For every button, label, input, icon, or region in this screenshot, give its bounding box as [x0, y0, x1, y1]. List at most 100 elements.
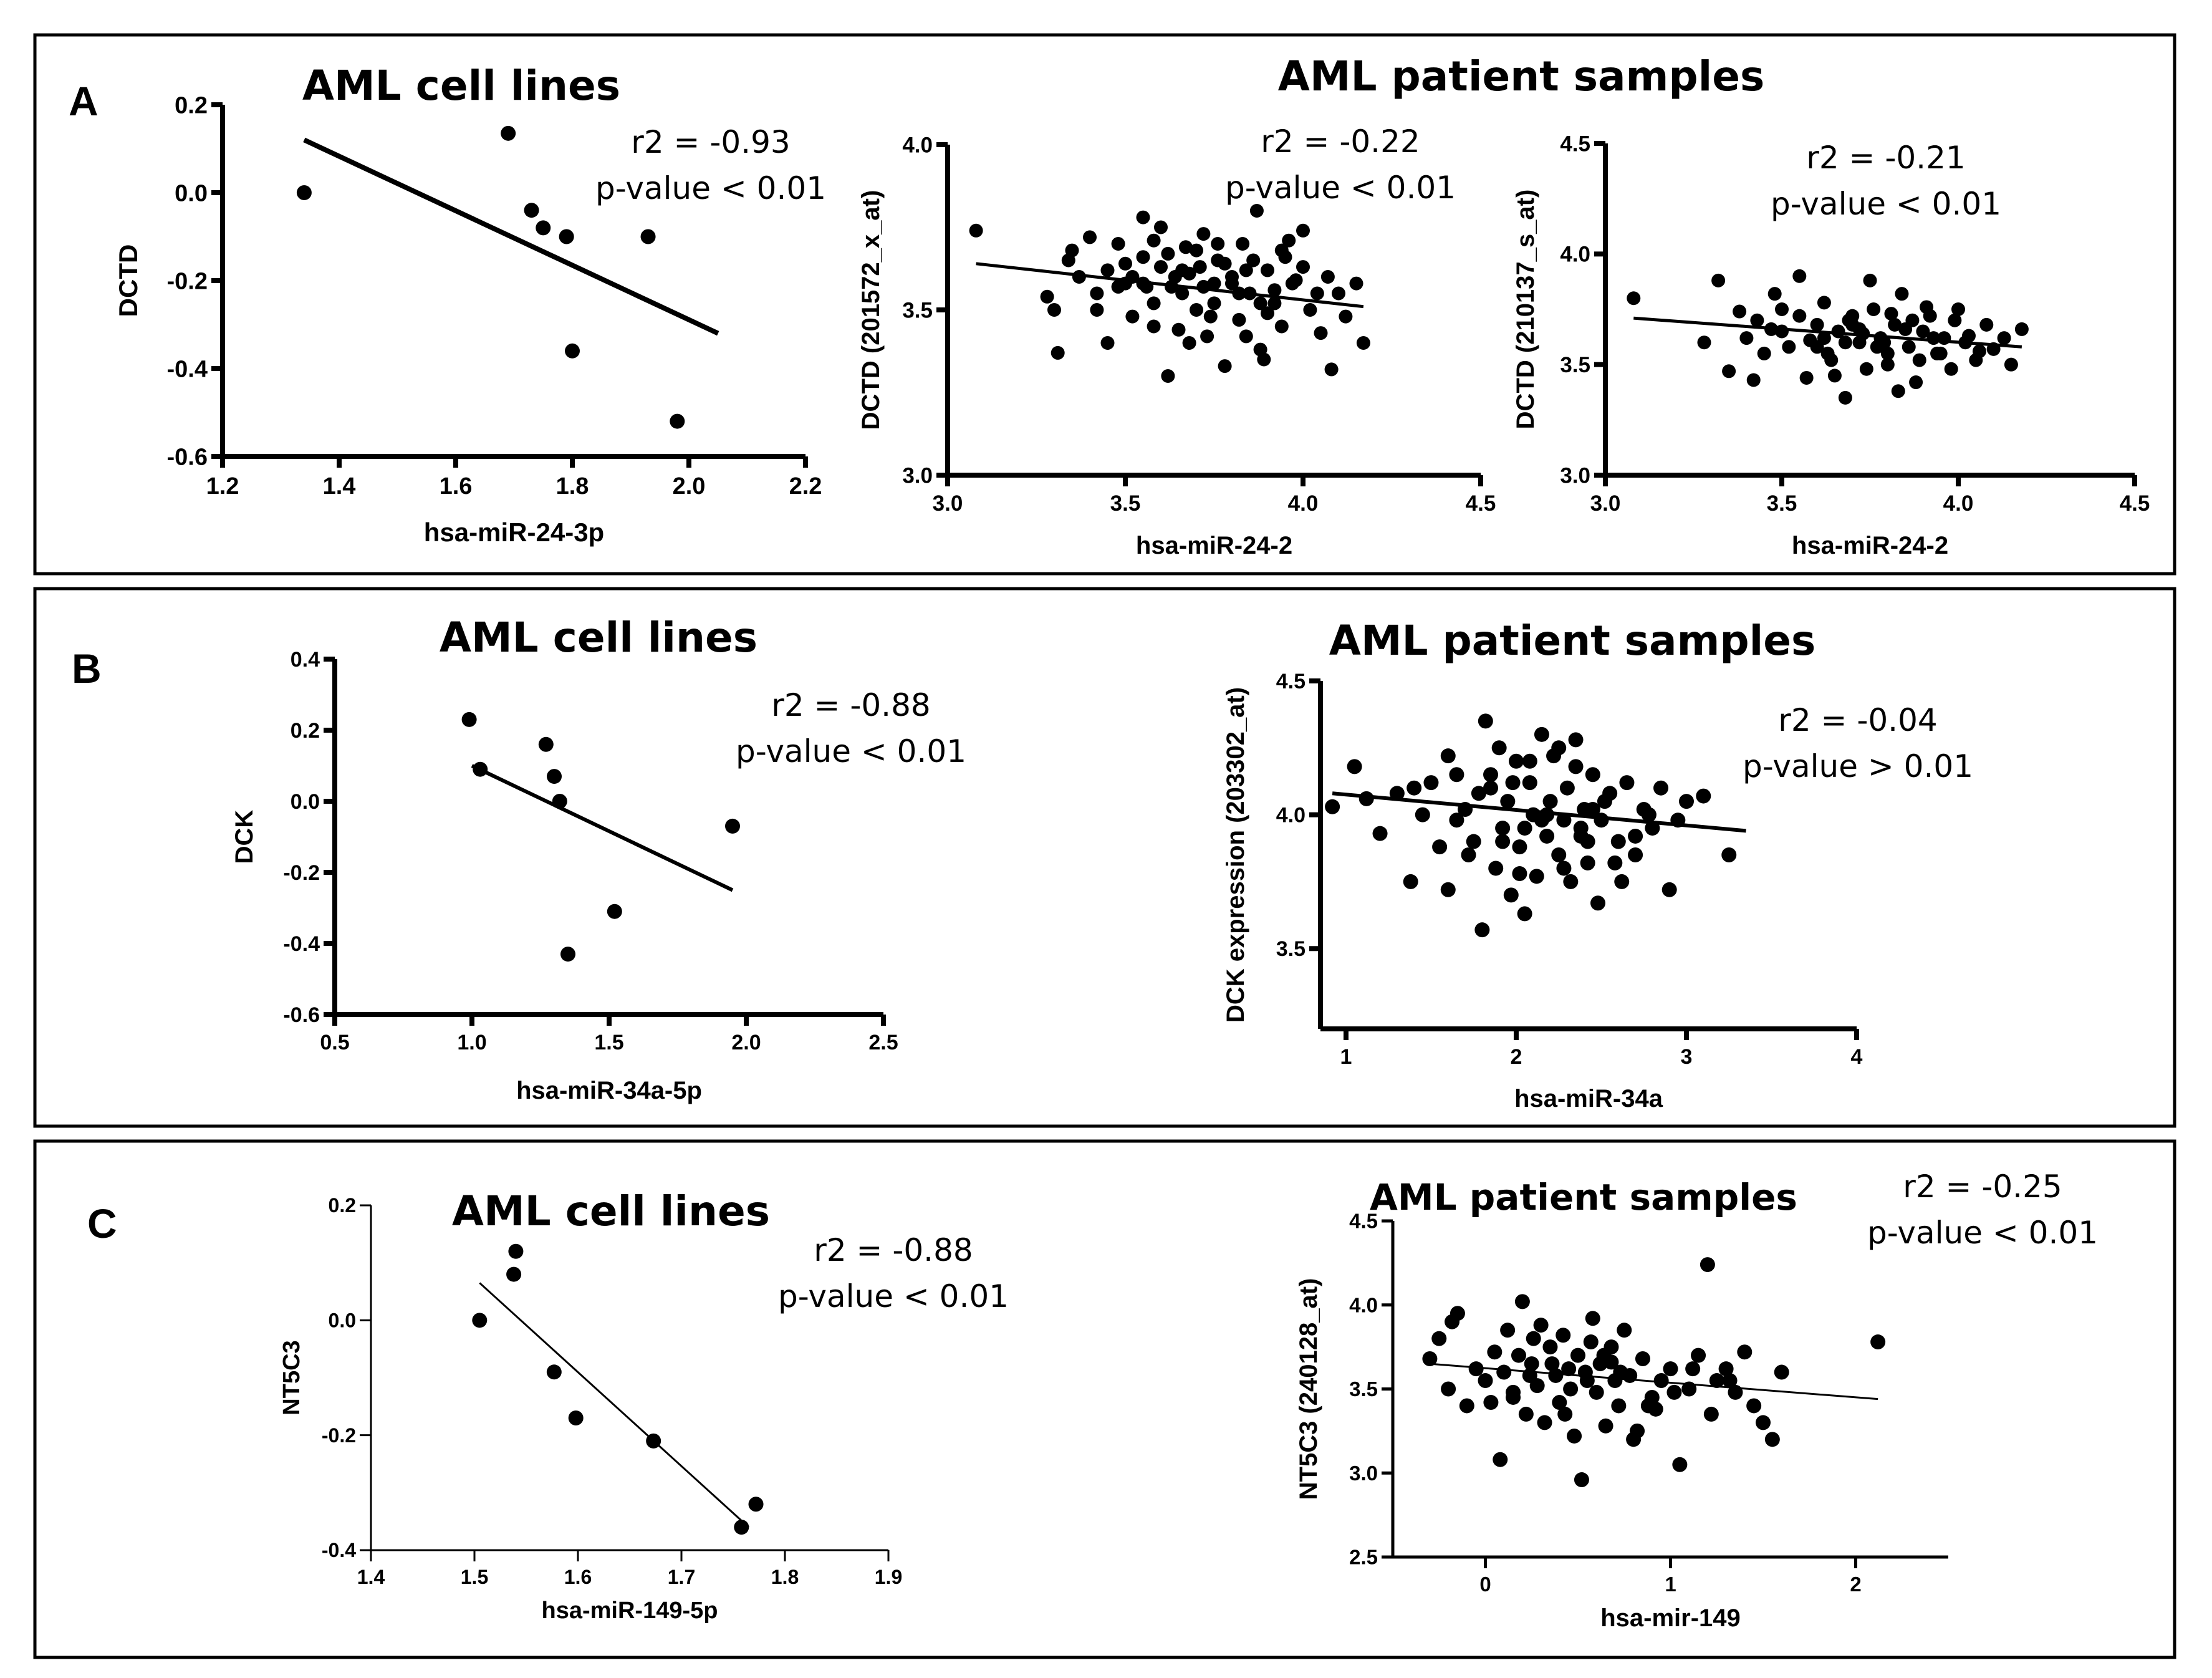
data-point — [1880, 346, 1895, 360]
y-tick-label: 4.0 — [1276, 804, 1306, 827]
data-point — [1203, 309, 1218, 324]
data-point — [1522, 775, 1537, 791]
data-points — [296, 125, 685, 429]
data-point — [1136, 210, 1150, 224]
plot: 0.5 1.0 1.5 2.0 2.5 0.4 0.2 0.0 -0.2 -0.4 -0.6 hsa-… — [231, 614, 966, 1104]
data-point — [508, 1243, 524, 1259]
data-point — [1627, 291, 1641, 306]
data-point — [296, 185, 312, 200]
data-point — [1512, 866, 1527, 882]
data-point — [1196, 227, 1211, 241]
plot-heading: AML cell lines — [440, 614, 757, 662]
data-point — [1944, 362, 1958, 376]
data-point — [1289, 273, 1303, 287]
stat-annotation: p-value < 0.01 — [1771, 186, 2001, 222]
panel-c: C 1.4 1.5 1.6 1.7 1.8 1.9 0.2 0.0 -0.2 -0.4 hsa-miR… — [33, 1139, 2176, 1659]
data-point — [1495, 834, 1511, 849]
data-point — [1568, 759, 1584, 774]
y-axis-label: NT5C3 (240128_at) — [1295, 1278, 1322, 1500]
data-point — [1267, 296, 1282, 311]
data-point — [1561, 1361, 1577, 1377]
data-point — [1423, 775, 1439, 791]
data-point — [1556, 861, 1572, 876]
y-tick-label: -0.2 — [283, 861, 320, 885]
data-point — [1047, 303, 1061, 317]
data-point — [1653, 780, 1669, 796]
data-point — [1926, 331, 1941, 345]
data-point — [1852, 322, 1867, 336]
data-point — [1775, 302, 1789, 316]
x-tick-label: 1.8 — [771, 1566, 799, 1588]
data-point — [1661, 882, 1677, 897]
data-point — [524, 203, 539, 218]
data-point — [1471, 786, 1486, 801]
data-point — [1518, 1406, 1534, 1422]
data-point — [1100, 263, 1115, 277]
x-tick-label: 1.5 — [461, 1566, 488, 1588]
data-point — [1415, 807, 1430, 822]
data-point — [1483, 1395, 1499, 1410]
data-point — [1432, 839, 1448, 855]
data-point — [1838, 390, 1852, 405]
data-point — [1249, 204, 1264, 218]
y-tick-label: -0.6 — [283, 1003, 320, 1027]
stat-annotation: p-value < 0.01 — [595, 170, 826, 206]
data-point — [559, 229, 574, 244]
data-point — [1614, 874, 1630, 889]
data-point — [501, 125, 516, 141]
x-tick-label: 4.0 — [1943, 491, 1974, 516]
x-tick-label: 3.5 — [1767, 491, 1797, 516]
data-point — [1403, 874, 1418, 889]
data-point — [1810, 317, 1824, 332]
x-tick-label: 1.7 — [668, 1566, 695, 1588]
data-point — [1178, 240, 1193, 254]
regression-line — [1633, 316, 2022, 349]
data-point — [1478, 713, 1493, 729]
data-point — [1737, 1344, 1753, 1360]
data-point — [1568, 732, 1584, 748]
plot-heading: AML cell lines — [452, 1187, 770, 1235]
data-point — [472, 1313, 488, 1328]
data-point — [1557, 1406, 1573, 1422]
data-point — [1274, 319, 1289, 334]
data-point — [1339, 309, 1353, 324]
data-point — [1083, 230, 1097, 244]
data-point — [1303, 303, 1317, 317]
data-point — [670, 413, 685, 429]
y-axis-label: DCK expression (203302_at) — [1222, 687, 1249, 1023]
data-point — [1190, 243, 1203, 258]
x-tick-label: 1.6 — [440, 473, 473, 499]
data-point — [1722, 1373, 1738, 1389]
data-point — [1065, 243, 1079, 258]
data-point — [1517, 821, 1532, 836]
x-tick-label: 1 — [1340, 1045, 1352, 1069]
data-point — [1580, 834, 1595, 849]
data-point — [1733, 304, 1747, 319]
data-point — [1774, 1364, 1789, 1380]
y-tick-label: 4.0 — [1349, 1293, 1378, 1316]
data-point — [1703, 1406, 1719, 1422]
data-point — [1171, 322, 1186, 337]
data-point — [1324, 362, 1339, 377]
data-point — [1356, 336, 1370, 350]
y-axis-label: DCTD (210137_s_at) — [1512, 190, 1539, 430]
data-point — [1577, 1364, 1593, 1380]
data-point — [1267, 283, 1282, 297]
data-point — [1567, 1428, 1582, 1444]
data-point — [1718, 1361, 1734, 1377]
x-tick-label: 2.0 — [673, 473, 706, 499]
panel-letter: C — [87, 1200, 117, 1246]
data-point — [1246, 253, 1261, 268]
data-point — [1570, 1348, 1585, 1363]
stat-annotation: r2 = -0.04 — [1778, 702, 1937, 738]
y-tick-label: 3.0 — [902, 463, 933, 488]
data-point — [1746, 1398, 1762, 1414]
data-point — [1296, 260, 1310, 274]
data-point — [1653, 1373, 1669, 1389]
data-point — [1792, 309, 1807, 323]
data-point — [538, 736, 554, 752]
data-point — [1190, 303, 1203, 317]
y-tick-label: 4.5 — [1349, 1210, 1378, 1233]
y-tick-label: -0.4 — [283, 932, 320, 956]
